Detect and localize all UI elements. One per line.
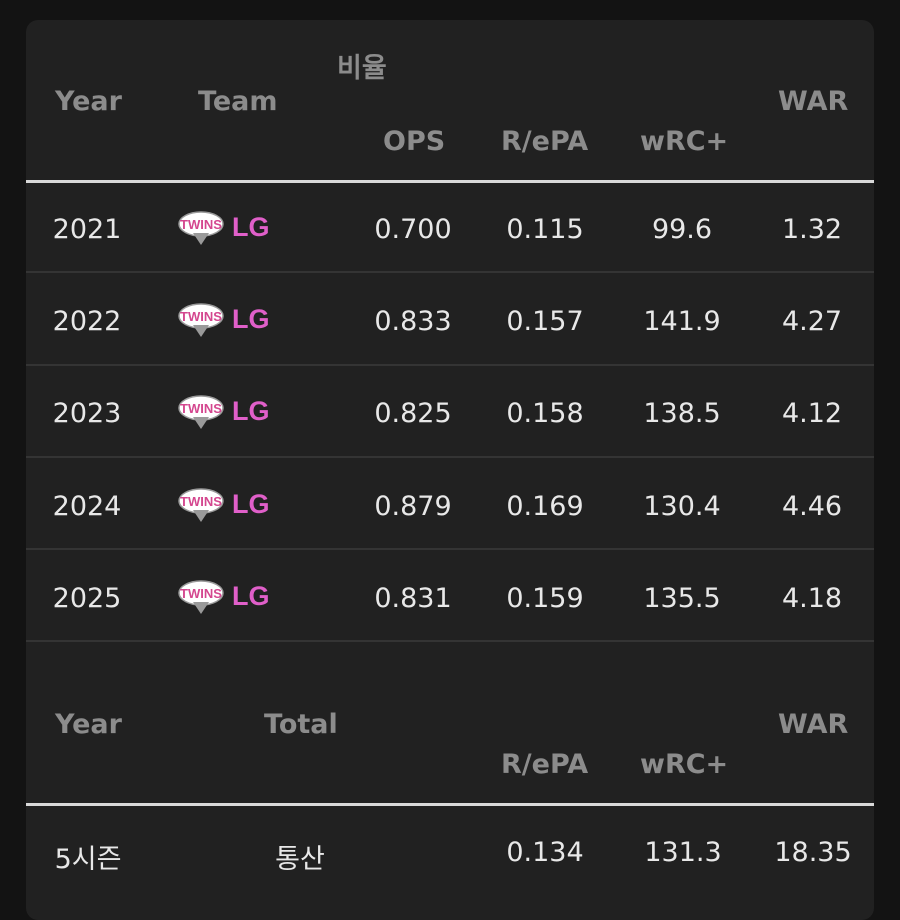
- header-divider: [26, 180, 874, 183]
- cell-year: 2022: [52, 306, 122, 337]
- row-divider: [26, 364, 874, 366]
- team-logo: TWINS LG: [176, 576, 270, 616]
- team-name: LG: [232, 488, 270, 519]
- row-divider: [26, 456, 874, 458]
- header-ops: OPS: [383, 126, 446, 157]
- cell-war: 4.46: [781, 491, 843, 522]
- total-header-divider: [26, 803, 874, 806]
- lg-twins-logo-icon: TWINS: [178, 303, 224, 337]
- total-cell-wrc: 131.3: [644, 837, 722, 868]
- svg-text:TWINS: TWINS: [180, 401, 222, 416]
- team-logo: TWINS LG: [176, 299, 270, 339]
- lg-twins-logo-icon: TWINS: [178, 395, 224, 429]
- header-team: Team: [198, 86, 278, 117]
- row-divider: [26, 548, 874, 550]
- row-divider: [26, 640, 874, 642]
- cell-wrc: 141.9: [643, 306, 721, 337]
- cell-wrc: 130.4: [643, 491, 721, 522]
- team-logo: TWINS LG: [176, 207, 270, 247]
- total-cell-war: 18.35: [774, 837, 852, 868]
- total-cell-year: 5시즌: [54, 844, 122, 875]
- cell-ops: 0.825: [374, 398, 452, 429]
- total-header-wrc: wRC+: [640, 749, 729, 780]
- team-logo: TWINS LG: [176, 391, 270, 431]
- svg-text:TWINS: TWINS: [180, 217, 222, 232]
- cell-year: 2025: [52, 583, 122, 614]
- cell-year: 2021: [52, 214, 122, 245]
- svg-text:TWINS: TWINS: [180, 494, 222, 509]
- lg-twins-logo-icon: TWINS: [178, 211, 224, 245]
- header-wrc: wRC+: [640, 126, 729, 157]
- cell-ops: 0.831: [374, 583, 452, 614]
- svg-text:TWINS: TWINS: [180, 586, 222, 601]
- cell-ops: 0.833: [374, 306, 452, 337]
- cell-repa: 0.157: [506, 306, 584, 337]
- cell-repa: 0.159: [506, 583, 584, 614]
- cell-year: 2024: [52, 491, 122, 522]
- cell-war: 4.18: [781, 583, 843, 614]
- total-header-year: Year: [55, 709, 122, 740]
- team-logo: TWINS LG: [176, 484, 270, 524]
- cell-wrc: 138.5: [643, 398, 721, 429]
- stats-card: Year Team 비율 OPS R/ePA wRC+ WAR 2021 TWI…: [26, 20, 874, 920]
- cell-ops: 0.700: [374, 214, 452, 245]
- cell-war: 4.12: [781, 398, 843, 429]
- lg-twins-logo-icon: TWINS: [178, 488, 224, 522]
- total-cell-total: 통산: [275, 844, 325, 875]
- team-name: LG: [232, 303, 270, 334]
- cell-wrc: 135.5: [643, 583, 721, 614]
- cell-year: 2023: [52, 398, 122, 429]
- lg-twins-logo-icon: TWINS: [178, 580, 224, 614]
- total-header-repa: R/ePA: [501, 749, 589, 780]
- cell-war: 1.32: [781, 214, 843, 245]
- header-group-ratio: 비율: [337, 53, 387, 84]
- total-header-total: Total: [264, 709, 338, 740]
- cell-repa: 0.169: [506, 491, 584, 522]
- cell-war: 4.27: [781, 306, 843, 337]
- svg-text:TWINS: TWINS: [180, 309, 222, 324]
- cell-repa: 0.115: [506, 214, 584, 245]
- header-repa: R/ePA: [501, 126, 589, 157]
- header-year: Year: [55, 86, 122, 117]
- total-cell-repa: 0.134: [506, 837, 584, 868]
- team-name: LG: [232, 395, 270, 426]
- header-war: WAR: [778, 86, 849, 117]
- team-name: LG: [232, 211, 270, 242]
- cell-wrc: 99.6: [651, 214, 713, 245]
- cell-ops: 0.879: [374, 491, 452, 522]
- row-divider: [26, 271, 874, 273]
- total-header-war: WAR: [778, 709, 849, 740]
- team-name: LG: [232, 580, 270, 611]
- cell-repa: 0.158: [506, 398, 584, 429]
